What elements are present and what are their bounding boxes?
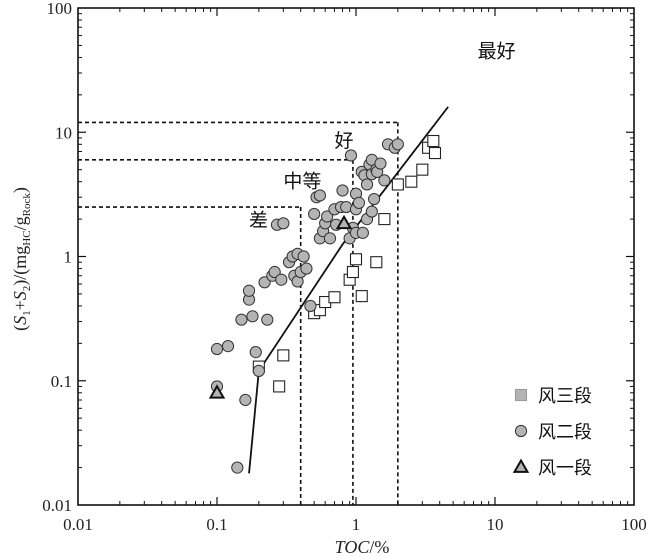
- feng2-point: [252, 364, 265, 378]
- trend-line-layer: [248, 106, 449, 474]
- feng2-point: [323, 232, 337, 245]
- feng2-point: [210, 342, 224, 356]
- feng2-point: [268, 265, 281, 279]
- zone-label: 好: [334, 130, 353, 152]
- axis-ticks: 0.01 0.1 1 10 100 0.01 0.1 1 10 100: [42, 0, 647, 534]
- legend-marker: [512, 458, 530, 473]
- feng2-point: [261, 313, 274, 326]
- trend-line: [248, 106, 449, 474]
- feng2-point: [242, 284, 256, 297]
- feng2-point: [368, 192, 381, 206]
- feng1-point: [208, 384, 226, 399]
- feng2-point: [258, 276, 271, 289]
- y-axis-title: (S1+S2)/(mgHC/gRock): [10, 187, 33, 331]
- zone-label: 最好: [478, 40, 516, 62]
- feng2-point: [275, 273, 288, 286]
- x-axis-title: TOC/%: [335, 537, 390, 557]
- x-tick-label: 100: [621, 515, 647, 534]
- feng2-point: [300, 262, 313, 275]
- zone-boundaries: [78, 121, 399, 505]
- feng2-point: [356, 226, 369, 239]
- feng2-point: [340, 200, 353, 214]
- feng2-point: [344, 149, 358, 162]
- feng2-point: [235, 313, 248, 326]
- feng2-point: [365, 205, 378, 218]
- feng2-point: [321, 210, 334, 223]
- feng2-point: [336, 184, 349, 197]
- data-points: [208, 134, 442, 474]
- legend-label: 风二段: [538, 422, 592, 443]
- x-tick-label: 0.1: [206, 515, 227, 534]
- feng2-point: [246, 310, 259, 323]
- legend-label: 风一段: [538, 458, 592, 479]
- feng2-point: [297, 250, 310, 263]
- feng3-point: [428, 147, 442, 160]
- feng3-point: [427, 134, 440, 148]
- y-tick-label: 100: [47, 0, 73, 18]
- feng2-point: [239, 393, 252, 407]
- y-tick-label: 0.1: [51, 372, 72, 391]
- feng2-point: [313, 189, 327, 202]
- y-tick-label: 0.01: [42, 496, 72, 515]
- feng2-point: [374, 157, 387, 170]
- feng3-point: [391, 178, 404, 191]
- feng2-point: [378, 174, 391, 187]
- y-tick-label: 10: [55, 123, 72, 142]
- feng1-point: [335, 214, 353, 230]
- feng3-point: [349, 253, 363, 266]
- feng2-point: [277, 217, 290, 230]
- zone-label: 中等: [283, 170, 321, 192]
- feng3-point: [328, 291, 341, 304]
- feng2-point: [221, 340, 235, 353]
- feng3-point: [370, 256, 383, 269]
- x-tick-label: 0.01: [63, 515, 93, 534]
- feng2-point: [231, 461, 244, 474]
- feng2-point: [360, 178, 374, 191]
- legend-marker: [514, 388, 528, 402]
- legend-marker: [514, 424, 528, 438]
- feng3-point: [273, 380, 286, 393]
- feng3-point: [355, 290, 368, 303]
- legend-label: 风三段: [538, 386, 592, 407]
- feng3-point: [378, 213, 391, 226]
- zone-label: 差: [249, 209, 268, 231]
- feng2-point: [249, 346, 262, 359]
- feng2-point: [308, 207, 321, 221]
- feng2-point: [391, 138, 404, 151]
- feng2-point: [352, 196, 366, 210]
- x-tick-label: 10: [487, 515, 504, 534]
- x-tick-label: 1: [352, 515, 361, 534]
- feng3-point: [416, 163, 429, 176]
- feng3-point: [277, 349, 290, 362]
- feng3-point: [346, 265, 359, 279]
- y-tick-label: 1: [64, 248, 73, 267]
- feng2-point: [304, 299, 317, 313]
- feng3-point: [405, 175, 418, 188]
